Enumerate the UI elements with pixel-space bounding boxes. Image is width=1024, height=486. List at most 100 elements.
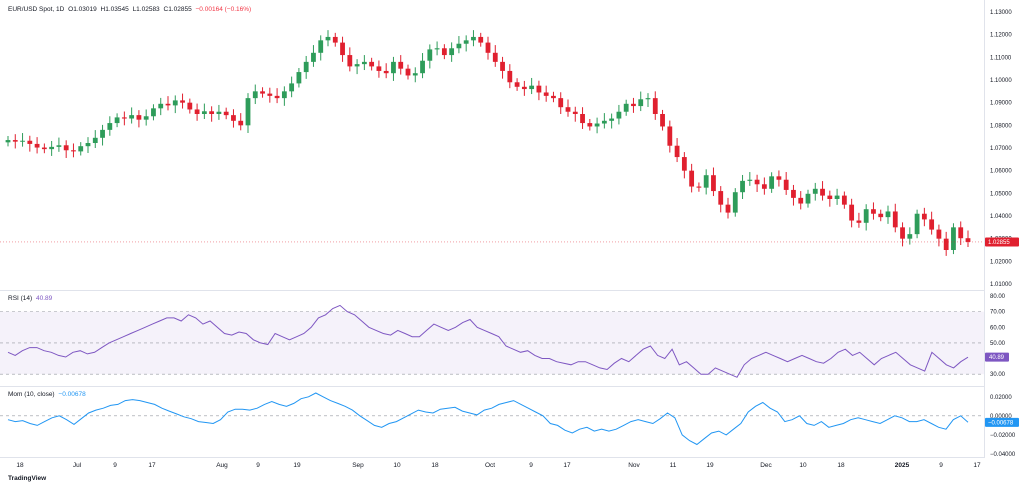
candle-body [885,211,891,218]
candle-body [405,68,411,76]
candle-body [34,143,40,148]
time-tick-label: 9 [113,462,117,469]
candle-body [834,195,840,199]
tradingview-logo: TradingView [8,475,46,482]
rsi-tick-label: 80.00 [990,294,1006,300]
candle-body [907,234,913,239]
brand-label: TradingView [8,475,47,482]
time-tick-label: 10 [799,462,807,469]
candle-body [776,176,782,180]
candle-body [303,61,309,73]
time-tick-label: Jul [73,462,82,469]
candle-body [921,213,927,220]
candle-body [631,103,636,107]
candle-body [245,98,251,126]
candle-body [652,98,658,114]
candle-body [798,197,804,204]
open-value: O1.03019 [68,6,97,13]
candle-body [463,40,469,44]
time-tick-label: 19 [706,462,714,469]
candle-body [478,36,484,43]
price-tick-label: 1.08000 [990,123,1012,129]
candle-body [114,117,120,124]
price-tick-label: 1.06000 [990,169,1012,175]
candle-body [391,61,396,74]
candle-body [449,48,455,56]
last-price-tag [985,237,1019,247]
rsi-legend: RSI (14) 40.89 [8,295,52,302]
candle-body [41,147,47,150]
candle-body [609,118,615,121]
candle-body [420,60,425,74]
candle-body [580,114,585,124]
candle-body [820,188,825,196]
candle-body [638,99,644,107]
candle-body [289,83,295,92]
time-axis: 18 Jul 9 17 Aug 9 19 Sep 10 18 Oct 9 17 Nov 11 19 Dec 10 1… [16,462,981,469]
candle-body [645,98,651,100]
candle-body [616,111,622,119]
candle-body [223,111,229,116]
candle-body [441,48,447,56]
rsi-series [0,304,984,378]
candle-body [551,95,556,99]
candle-body [725,204,731,213]
candle-body [369,61,375,67]
rsi-value-label: 40.89 [989,355,1005,361]
mom-tick-label: 0.00000 [990,414,1012,420]
candle-body [878,213,884,218]
candle-body [951,227,956,250]
candle-body [514,82,520,87]
candle-body [456,43,462,49]
time-tick-label: 17 [563,462,571,469]
candle-body [238,120,244,126]
candle-body [347,55,353,67]
momentum-series [0,392,984,446]
rsi-value-tag [985,352,1009,362]
candle-body [485,42,491,53]
candle-body [936,229,942,239]
candle-body [340,42,345,56]
price-legend: EUR/USD Spot, 1D O1.03019 H1.03545 L1.02… [8,6,251,13]
candle-body [20,140,25,142]
price-tick-label: 1.02000 [990,259,1012,265]
time-tick-label: Nov [628,462,640,469]
candlestick-series [0,30,984,256]
candle-body [674,145,680,158]
candle-body [769,176,775,189]
candle-body [718,191,724,205]
time-tick-label: 9 [256,462,260,469]
time-tick-label: 18 [431,462,439,469]
candle-body [165,103,171,106]
candle-body [594,123,600,127]
time-tick-label: Dec [760,462,772,469]
candle-body [929,219,935,230]
mom-value-tag [985,417,1019,427]
rsi-tick-label: 50.00 [990,341,1006,347]
mom-tick-label: −0.04000 [990,452,1016,458]
candle-body [121,117,127,119]
price-tick-label: 1.11000 [990,55,1012,61]
candle-body [5,140,11,143]
time-tick-label: 17 [973,462,981,469]
candle-body [812,188,818,194]
candle-body [711,175,716,192]
candle-body [260,91,265,94]
candle-body [187,102,193,110]
low-value: L1.02583 [132,6,160,13]
price-tick-label: 1.07000 [990,146,1012,152]
candle-body [943,238,949,250]
price-axis: 1.13000 1.12000 1.11000 1.10000 1.09000 1.080… [985,10,1019,458]
candle-body [900,227,905,239]
candle-body [565,107,571,112]
candle-body [63,145,69,151]
price-tick-label: 1.01000 [990,282,1012,288]
candle-body [296,72,302,84]
rsi-value: 40.89 [36,295,53,302]
mom-tick-label: −0.02000 [990,433,1016,439]
candle-body [376,66,382,71]
candle-body [56,145,62,147]
candle-body [783,179,789,190]
candle-body [100,129,105,138]
